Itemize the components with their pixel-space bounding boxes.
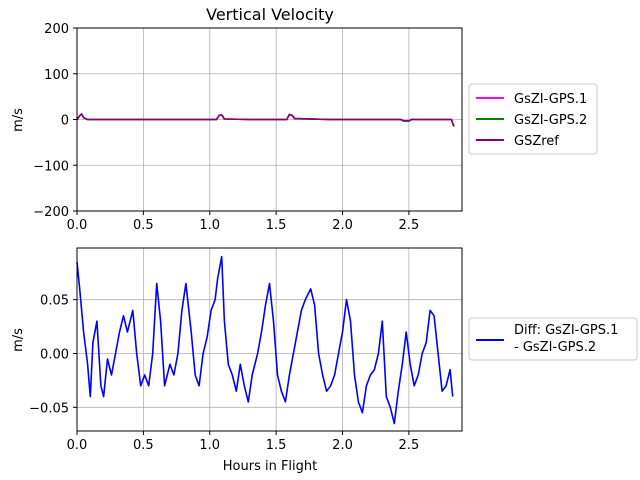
y-tick-label: 0.05 <box>40 294 69 309</box>
legend-label-gszi-gps2: GsZI-GPS.2 <box>514 113 587 128</box>
y-tick-label: −100 <box>33 159 69 174</box>
x-tick-label: 1.0 <box>199 218 220 233</box>
bottom-subplot: 0.0 0.5 1.0 1.5 2.0 2.5 −0.05 0.00 0.05 m/s Hou… <box>11 247 638 474</box>
x-tick-label: 0.5 <box>133 218 154 233</box>
y-tick-label: 200 <box>44 22 69 37</box>
y-tick-label: 0 <box>61 114 69 129</box>
x-tick-label: 2.5 <box>399 218 420 233</box>
x-tick-label: 0.5 <box>133 438 154 453</box>
x-axis-label: Hours in Flight <box>223 459 318 474</box>
top-y-ticks: −200 −100 0 100 200 <box>33 22 77 220</box>
y-tick-label: −0.05 <box>29 401 69 416</box>
y-tick-label: 0.00 <box>40 347 69 362</box>
bottom-legend-box <box>468 317 638 361</box>
top-subplot: Vertical Velocity 0.0 0.5 1.0 1.5 2.0 2.5 −20… <box>11 5 598 233</box>
legend-label-diff-line1: Diff: GsZI-GPS.1 <box>514 323 618 338</box>
y-tick-label: −200 <box>33 205 69 220</box>
x-tick-label: 1.0 <box>199 438 220 453</box>
x-tick-label: 2.0 <box>332 438 353 453</box>
legend-label-diff-line2: - GsZI-GPS.2 <box>514 340 596 355</box>
series-line-diff-gszi-gps-1-gszi-gps-2 <box>76 255 454 425</box>
bottom-plot-frame <box>76 247 463 432</box>
bottom-series-lines <box>76 255 454 425</box>
x-tick-label: 2.0 <box>332 218 353 233</box>
legend-label-gszi-gps1: GsZI-GPS.1 <box>514 92 587 107</box>
x-tick-label: 1.5 <box>266 218 287 233</box>
y-tick-label: 100 <box>44 68 69 83</box>
top-legend-box <box>468 83 598 155</box>
bottom-y-ticks: −0.05 0.00 0.05 <box>29 294 77 416</box>
chart-title: Vertical Velocity <box>206 5 334 24</box>
x-tick-label: 0.0 <box>67 438 88 453</box>
x-tick-label: 1.5 <box>266 438 287 453</box>
top-series-lines <box>76 113 455 127</box>
legend-label-gszref: GSZref <box>514 134 559 149</box>
x-tick-label: 0.0 <box>67 218 88 233</box>
top-y-axis-label: m/s <box>11 108 26 132</box>
series-line-gszref <box>76 113 455 127</box>
top-legend: GsZI-GPS.1 GsZI-GPS.2 GSZref <box>468 83 598 155</box>
top-x-ticks: 0.0 0.5 1.0 1.5 2.0 2.5 <box>67 211 420 233</box>
x-tick-label: 2.5 <box>399 438 420 453</box>
bottom-y-axis-label: m/s <box>11 328 26 352</box>
bottom-grid <box>76 248 462 431</box>
bottom-legend: Diff: GsZI-GPS.1 - GsZI-GPS.2 <box>468 317 638 361</box>
bottom-x-ticks: 0.0 0.5 1.0 1.5 2.0 2.5 <box>67 431 420 453</box>
